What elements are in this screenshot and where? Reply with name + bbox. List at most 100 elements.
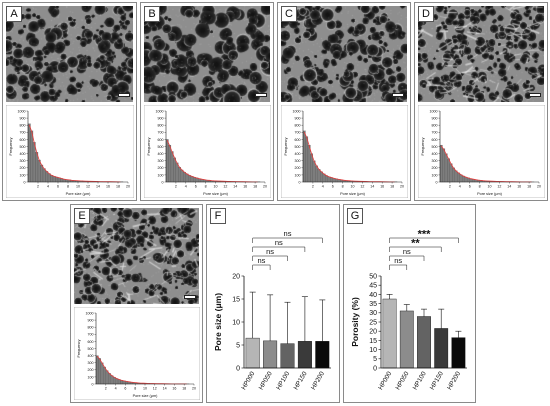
scale-bar [255, 93, 267, 97]
sem-image-d [418, 6, 544, 102]
histogram-bar [32, 142, 36, 183]
histogram-bar [439, 144, 443, 183]
y-tick-label: 100 [295, 173, 301, 177]
significance-bracket: ns [252, 256, 271, 270]
x-tick-label: 16 [380, 185, 384, 189]
histogram-bar [302, 130, 306, 183]
y-tick-label: 25 [369, 319, 377, 326]
x-tick-label: 14 [96, 185, 100, 189]
fit-curve [166, 140, 258, 183]
bar-chart-porosity: 0 5 10 15 20 25 30 35 40 45 50 HP000 HP050 HP100 HP150… [345, 206, 475, 402]
x-tick-label: 12 [497, 185, 501, 189]
x-tick-label: HP150 [429, 370, 445, 391]
panel-letter-d: D [418, 6, 434, 22]
scale-bar [118, 93, 130, 97]
bar-hp100 [280, 343, 295, 369]
histogram-bar [175, 162, 179, 183]
histogram-bar [325, 175, 328, 183]
y-tick-label: 300 [158, 159, 164, 163]
y-tick-label: 40 [369, 292, 377, 299]
histogram-bar [35, 152, 39, 183]
bracket-line [252, 237, 323, 243]
histogram-bar [100, 362, 104, 385]
y-tick-label: 700 [295, 131, 301, 135]
y-tick-label: 5 [373, 356, 377, 363]
x-axis-label: Pore size (μm) [477, 192, 502, 196]
bar-hp000 [382, 298, 397, 369]
histogram-bar [110, 375, 114, 385]
y-tick-label: 100 [158, 173, 164, 177]
x-tick-label: 8 [134, 387, 136, 391]
y-axis-label: Porosity (%) [350, 297, 360, 347]
significance-bracket: ns [252, 229, 323, 243]
x-tick-label: 14 [233, 185, 237, 189]
y-tick-label: 500 [158, 145, 164, 149]
histogram-bar [452, 167, 455, 183]
x-tick-label: HP100 [412, 370, 428, 391]
y-tick-label: 600 [20, 138, 26, 142]
significance-label: ns [284, 229, 292, 238]
x-tick-label: 4 [459, 185, 461, 189]
panel-f: F 0 5 10 15 20 HP000 HP050 HP100 HP150 HP200 Pore … [206, 204, 340, 403]
bar-hp200 [315, 341, 330, 369]
y-axis-label: Frequency [77, 339, 81, 357]
y-tick-label: 30 [369, 310, 377, 317]
bar-chart-pore-size: 0 5 10 15 20 HP000 HP050 HP100 HP150 HP200 Pore si… [208, 206, 339, 402]
x-tick-label: 12 [360, 185, 364, 189]
y-tick-label: 200 [432, 166, 438, 170]
y-tick-label: 500 [432, 145, 438, 149]
y-axis-label: Frequency [147, 137, 151, 155]
histogram-e: 0 100 200 300 400 500 600 700 800 900 1000 2 4 6 8 10 12… [74, 307, 200, 400]
bracket-line [389, 264, 408, 270]
panel-letter-g: G [347, 208, 363, 224]
x-tick-label: 6 [332, 185, 334, 189]
x-tick-label: 2 [449, 185, 451, 189]
significance-label: *** [418, 229, 432, 241]
y-tick-label: 600 [158, 138, 164, 142]
panel-c: C 0 100 200 300 400 500 600 700 800 900 1000 2 4 6 8 10… [277, 2, 411, 201]
x-tick-label: 2 [312, 185, 314, 189]
significance-label: ns [394, 256, 402, 265]
histogram-bar [113, 377, 116, 385]
y-tick-label: 400 [432, 152, 438, 156]
significance-label: ns [275, 238, 283, 247]
x-tick-label: 20 [192, 387, 196, 391]
y-tick-label: 900 [295, 117, 301, 121]
histogram-bar [305, 136, 309, 183]
histogram-a: 0 100 200 300 400 500 600 700 800 900 1000 2 4 6 8 10 12… [6, 105, 134, 198]
y-tick-label: 1000 [430, 109, 438, 113]
y-tick-label: 0 [373, 365, 377, 372]
histogram-bar [457, 172, 460, 183]
histogram-bar [52, 176, 56, 183]
x-tick-label: HP000 [240, 370, 256, 391]
x-axis-label: Pore size (μm) [203, 192, 228, 196]
y-tick-label: 1000 [156, 109, 164, 113]
bracket-line [252, 255, 288, 261]
histogram-frame [74, 307, 200, 400]
y-tick-label: 0 [299, 180, 301, 184]
x-tick-label: 14 [163, 387, 167, 391]
x-tick-label: 10 [214, 185, 218, 189]
x-tick-label: 12 [153, 387, 157, 391]
x-tick-label: 10 [143, 387, 147, 391]
x-tick-label: 20 [400, 185, 404, 189]
y-tick-label: 900 [88, 319, 94, 323]
y-tick-label: 300 [88, 361, 94, 365]
sem-image-c [281, 6, 407, 102]
histogram-bar [178, 166, 181, 183]
y-tick-label: 45 [369, 283, 377, 290]
histogram-bar [188, 175, 191, 183]
y-tick-label: 900 [432, 117, 438, 121]
x-axis-label: Pore size (μm) [133, 394, 158, 398]
y-tick-label: 700 [158, 131, 164, 135]
x-tick-label: 4 [115, 387, 117, 391]
y-axis-label: Frequency [9, 137, 13, 155]
x-tick-label: HP050 [258, 370, 274, 391]
x-tick-label: 4 [47, 185, 49, 189]
x-tick-label: 16 [172, 387, 176, 391]
bar-hp100 [417, 316, 431, 369]
histogram-bar [30, 130, 34, 183]
scale-bar [529, 93, 541, 97]
y-tick-label: 300 [432, 159, 438, 163]
y-tick-label: 1000 [18, 109, 26, 113]
